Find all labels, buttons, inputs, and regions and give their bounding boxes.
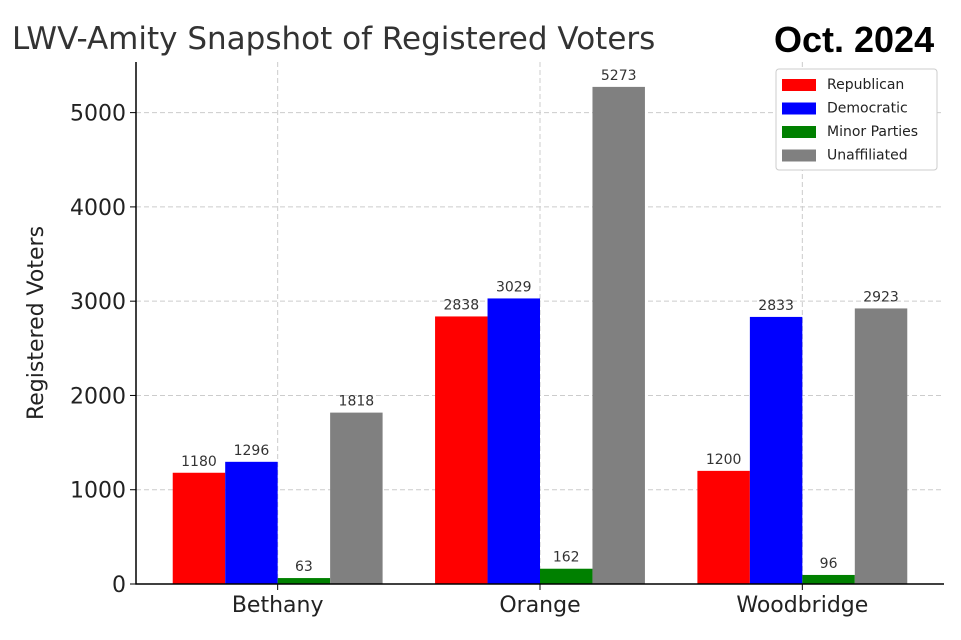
bar-unaffiliated <box>592 86 645 585</box>
data-label: 162 <box>553 550 580 566</box>
data-label: 2838 <box>443 297 479 313</box>
bar-unaffiliated <box>330 412 383 584</box>
data-label: 1180 <box>181 454 217 470</box>
x-tick-label: Bethany <box>232 593 324 618</box>
y-tick-label: 1000 <box>70 479 126 504</box>
data-label: 5273 <box>601 68 637 84</box>
bar-republican <box>172 472 226 584</box>
y-tick-label: 0 <box>112 573 126 598</box>
data-label: 2923 <box>863 289 899 305</box>
date-stamp: Oct. 2024 <box>774 19 934 60</box>
bar-democratic <box>225 461 278 584</box>
bar-republican <box>697 470 750 584</box>
bar-republican <box>435 316 488 584</box>
y-axis-label: Registered Voters <box>24 226 49 420</box>
legend-label: Minor Parties <box>827 124 918 140</box>
legend-label: Republican <box>827 77 904 93</box>
y-tick-label: 3000 <box>70 290 126 315</box>
bar-minor-parties <box>277 578 331 584</box>
bar-minor-parties <box>540 568 593 584</box>
legend-swatch <box>782 79 816 91</box>
x-tick-label: Woodbridge <box>736 593 868 618</box>
legend-label: Unaffiliated <box>827 148 908 164</box>
data-label: 3029 <box>496 279 532 295</box>
y-tick-label: 4000 <box>70 196 126 221</box>
bar-minor-parties <box>802 574 855 584</box>
data-label: 96 <box>820 556 838 572</box>
legend-swatch <box>782 102 816 115</box>
bar-unaffiliated <box>854 308 908 584</box>
bar-democratic <box>487 298 540 584</box>
data-label: 1200 <box>706 452 742 468</box>
legend-swatch <box>782 149 816 162</box>
legend-label: Democratic <box>827 101 908 117</box>
bar-democratic <box>749 316 803 584</box>
data-label: 2833 <box>758 298 794 314</box>
x-tick-label: Orange <box>499 593 580 618</box>
y-tick-label: 2000 <box>70 384 126 409</box>
y-tick-label: 5000 <box>70 102 126 127</box>
legend-swatch <box>782 126 816 138</box>
data-label: 63 <box>295 559 313 575</box>
data-label: 1818 <box>339 394 375 410</box>
legend-box <box>775 68 938 171</box>
chart-title: LWV-Amity Snapshot of Registered Voters <box>12 21 655 57</box>
data-label: 1296 <box>234 443 270 459</box>
